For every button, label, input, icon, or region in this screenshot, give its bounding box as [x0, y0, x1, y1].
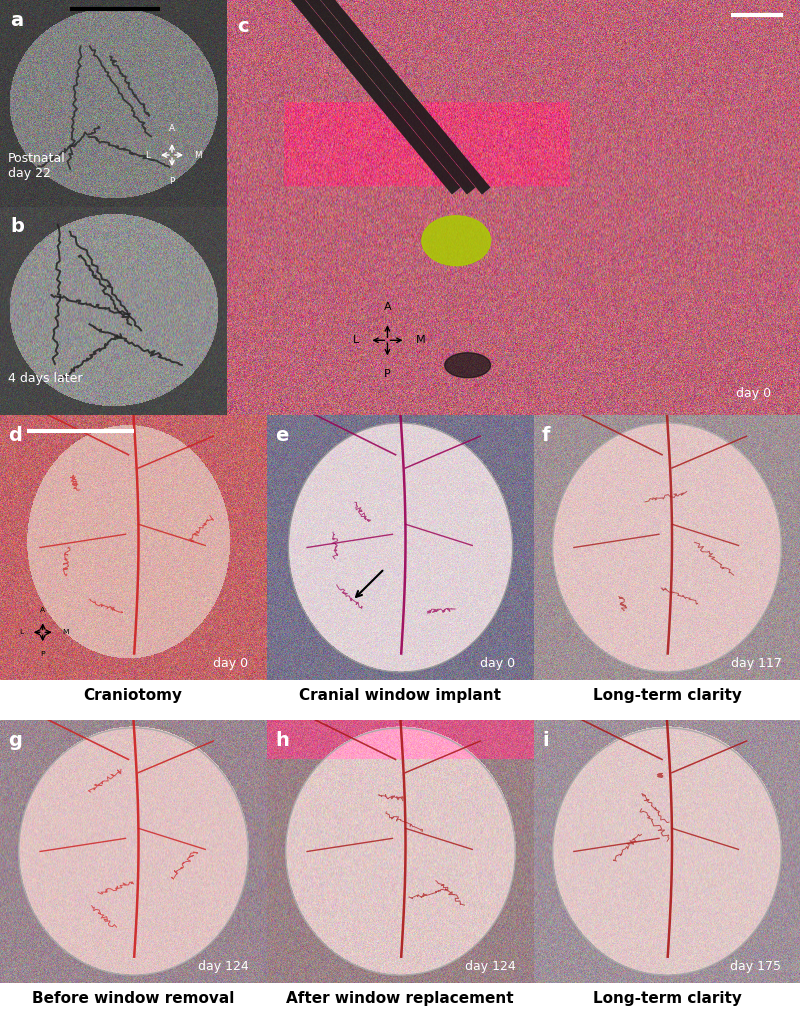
Text: Long-term clarity: Long-term clarity — [593, 688, 742, 703]
Text: day 175: day 175 — [730, 960, 782, 973]
Text: P: P — [41, 651, 45, 657]
Text: day 0: day 0 — [213, 657, 248, 670]
Text: M: M — [416, 335, 426, 345]
Text: g: g — [8, 730, 22, 750]
Text: Postnatal
day 22: Postnatal day 22 — [8, 152, 66, 180]
Text: P: P — [170, 177, 174, 186]
Text: day 0: day 0 — [480, 657, 515, 670]
Text: L: L — [19, 629, 23, 635]
Text: e: e — [275, 425, 288, 445]
Text: L: L — [352, 335, 358, 345]
Text: day 0: day 0 — [736, 387, 771, 400]
Text: h: h — [275, 730, 289, 750]
Text: M: M — [62, 629, 69, 635]
Ellipse shape — [445, 353, 490, 378]
Text: a: a — [10, 11, 23, 30]
Text: c: c — [237, 16, 249, 35]
Text: Before window removal: Before window removal — [32, 991, 234, 1006]
Text: b: b — [10, 217, 24, 236]
Text: A: A — [169, 124, 175, 133]
Text: After window replacement: After window replacement — [286, 991, 514, 1006]
Text: Cranial window implant: Cranial window implant — [299, 688, 501, 703]
Text: P: P — [384, 369, 391, 379]
Text: d: d — [8, 425, 22, 445]
Text: day 117: day 117 — [730, 657, 782, 670]
Text: f: f — [542, 425, 550, 445]
Text: L: L — [145, 151, 150, 159]
Text: day 124: day 124 — [198, 960, 248, 973]
Ellipse shape — [422, 216, 490, 265]
Text: A: A — [383, 302, 391, 312]
Text: 4 days later: 4 days later — [8, 372, 82, 385]
Text: Long-term clarity: Long-term clarity — [593, 991, 742, 1006]
Text: day 124: day 124 — [465, 960, 515, 973]
Text: i: i — [542, 730, 549, 750]
Text: Craniotomy: Craniotomy — [83, 688, 182, 703]
Text: M: M — [194, 151, 202, 159]
Text: A: A — [40, 607, 46, 613]
